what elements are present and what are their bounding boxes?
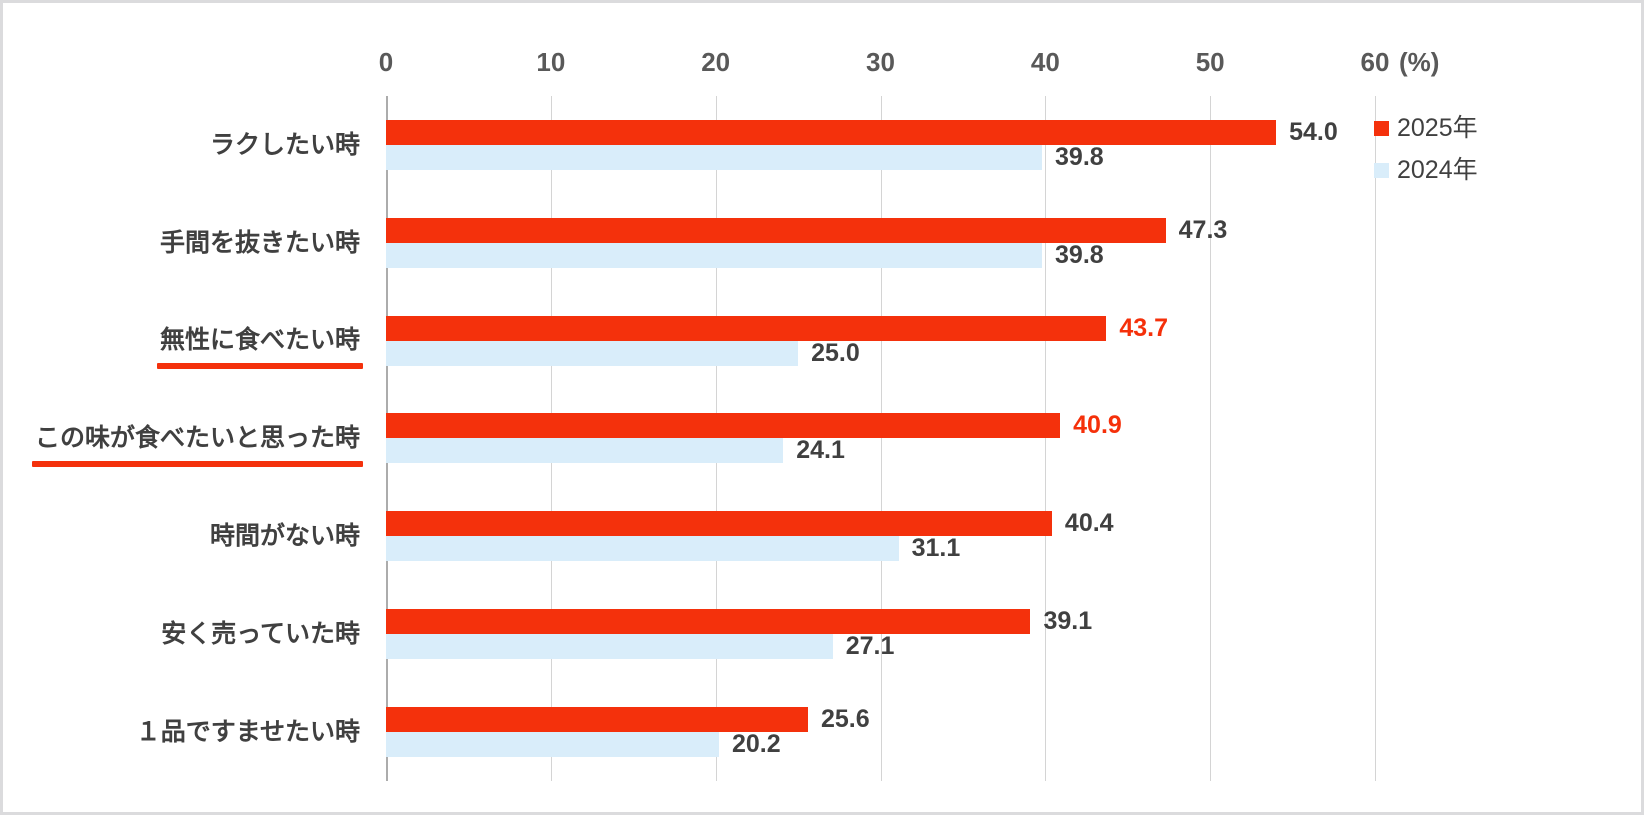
- bar-group: 25.6 20.2: [386, 683, 1375, 781]
- bar-2025年: [386, 511, 1052, 537]
- x-axis-unit-label: (%): [1399, 47, 1440, 77]
- bar-row-2024年: 39.8: [386, 240, 1375, 269]
- category-label: 手間を抜きたい時: [159, 228, 360, 257]
- bar-group: 54.0 39.8: [386, 96, 1375, 194]
- plot-area: 54.0 39.8 47.3 39.8 43.7 25.0 40.9 24.1 40.4 31.1…: [386, 96, 1376, 781]
- bar-2025年: [386, 707, 808, 733]
- bar-row-2024年: 25.0: [386, 338, 1375, 367]
- bar-row-2024年: 31.1: [386, 534, 1375, 563]
- category-label-column: ラクしたい時手間を抜きたい時無性に食べたい時この味が食べたいと思った時時間がない…: [3, 96, 386, 781]
- value-label-2024年: 25.0: [811, 338, 860, 367]
- value-label-2024年: 27.1: [845, 632, 895, 661]
- bar-2024年: [386, 144, 1043, 170]
- bar-row-2024年: 27.1: [386, 632, 1375, 661]
- bar-group: 40.4 31.1: [386, 487, 1375, 585]
- x-tick-label: 60: [1360, 47, 1390, 77]
- x-axis: (%) 0 10 20 30 40 50 60: [379, 47, 1440, 83]
- legend-label: 2025年: [1397, 114, 1478, 142]
- category-band: 時間がない時: [3, 487, 386, 585]
- value-label-2025年: 40.4: [1064, 509, 1114, 538]
- value-label-2025年: 40.9: [1073, 411, 1122, 440]
- value-label-2025年: 39.1: [1043, 607, 1093, 636]
- bar-row-2025年: 54.0: [386, 117, 1375, 146]
- bar-2025年: [386, 119, 1277, 145]
- bar-row-2024年: 24.1: [386, 436, 1375, 465]
- gridline: [1375, 96, 1376, 781]
- bar-2025年: [386, 315, 1107, 341]
- category-label: １品ですませたい時: [135, 717, 360, 746]
- bar-group: 40.9 24.1: [386, 390, 1375, 488]
- category-band: ラクしたい時: [3, 96, 386, 194]
- bar-2024年: [386, 242, 1043, 268]
- bar-row-2024年: 39.8: [386, 142, 1375, 171]
- value-label-2024年: 31.1: [911, 534, 961, 563]
- legend-label: 2024年: [1397, 156, 1478, 184]
- bar-row-2025年: 40.9: [386, 411, 1375, 440]
- category-band: 無性に食べたい時: [3, 292, 386, 390]
- legend-swatch-2025年: [1374, 120, 1389, 136]
- bar-2024年: [386, 732, 719, 758]
- category-band: 安く売っていた時: [3, 585, 386, 683]
- legend-item-2025年: 2025年: [1374, 113, 1478, 143]
- x-tick-label: 10: [536, 47, 566, 77]
- category-band: １品ですませたい時: [3, 683, 386, 781]
- x-tick-label: 30: [866, 47, 895, 77]
- bar-group: 39.1 27.1: [386, 585, 1375, 683]
- bar-row-2025年: 39.1: [386, 607, 1375, 636]
- bar-group: 47.3 39.8: [386, 194, 1375, 292]
- bar-2025年: [386, 413, 1061, 439]
- bar-row-2024年: 20.2: [386, 730, 1375, 759]
- bar-2024年: [386, 536, 899, 562]
- category-label: 時間がない時: [209, 522, 360, 551]
- bar-row-2025年: 40.4: [386, 509, 1375, 538]
- category-band: この味が食べたいと思った時: [3, 390, 386, 488]
- bar-2025年: [386, 609, 1031, 635]
- category-label: 安く売っていた時: [161, 619, 360, 648]
- category-label: この味が食べたいと思った時: [31, 422, 364, 467]
- value-label-2024年: 24.1: [796, 436, 845, 465]
- bar-2024年: [386, 634, 833, 660]
- value-label-2024年: 20.2: [731, 730, 781, 759]
- value-label-2025年: 47.3: [1178, 215, 1228, 244]
- legend: 2025年 2024年: [1374, 113, 1478, 185]
- legend-swatch-2024年: [1374, 162, 1389, 178]
- value-label-2025年: 43.7: [1119, 313, 1168, 342]
- bar-row-2025年: 25.6: [386, 705, 1375, 734]
- bar-group: 43.7 25.0: [386, 292, 1375, 390]
- gridline: [1045, 96, 1047, 781]
- gridline: [880, 96, 882, 781]
- bar-2025年: [386, 217, 1166, 243]
- x-tick-label: 50: [1195, 47, 1225, 77]
- category-band: 手間を抜きたい時: [3, 194, 386, 292]
- value-label-2024年: 39.8: [1055, 142, 1104, 171]
- value-label-2025年: 25.6: [820, 705, 870, 734]
- value-label-2024年: 39.8: [1055, 240, 1104, 269]
- bar-2024年: [386, 340, 799, 366]
- legend-item-2024年: 2024年: [1374, 155, 1478, 185]
- category-label: 無性に食べたい時: [156, 324, 364, 369]
- bar-row-2025年: 43.7: [386, 313, 1375, 342]
- category-label: ラクしたい時: [209, 130, 360, 159]
- value-label-2025年: 54.0: [1289, 117, 1338, 146]
- x-tick-label: 0: [378, 47, 394, 77]
- bar-2024年: [386, 438, 784, 464]
- x-tick-label: 20: [701, 47, 731, 77]
- gridline: [1210, 96, 1212, 781]
- x-tick-label: 40: [1030, 47, 1060, 77]
- bar-row-2025年: 47.3: [386, 215, 1375, 244]
